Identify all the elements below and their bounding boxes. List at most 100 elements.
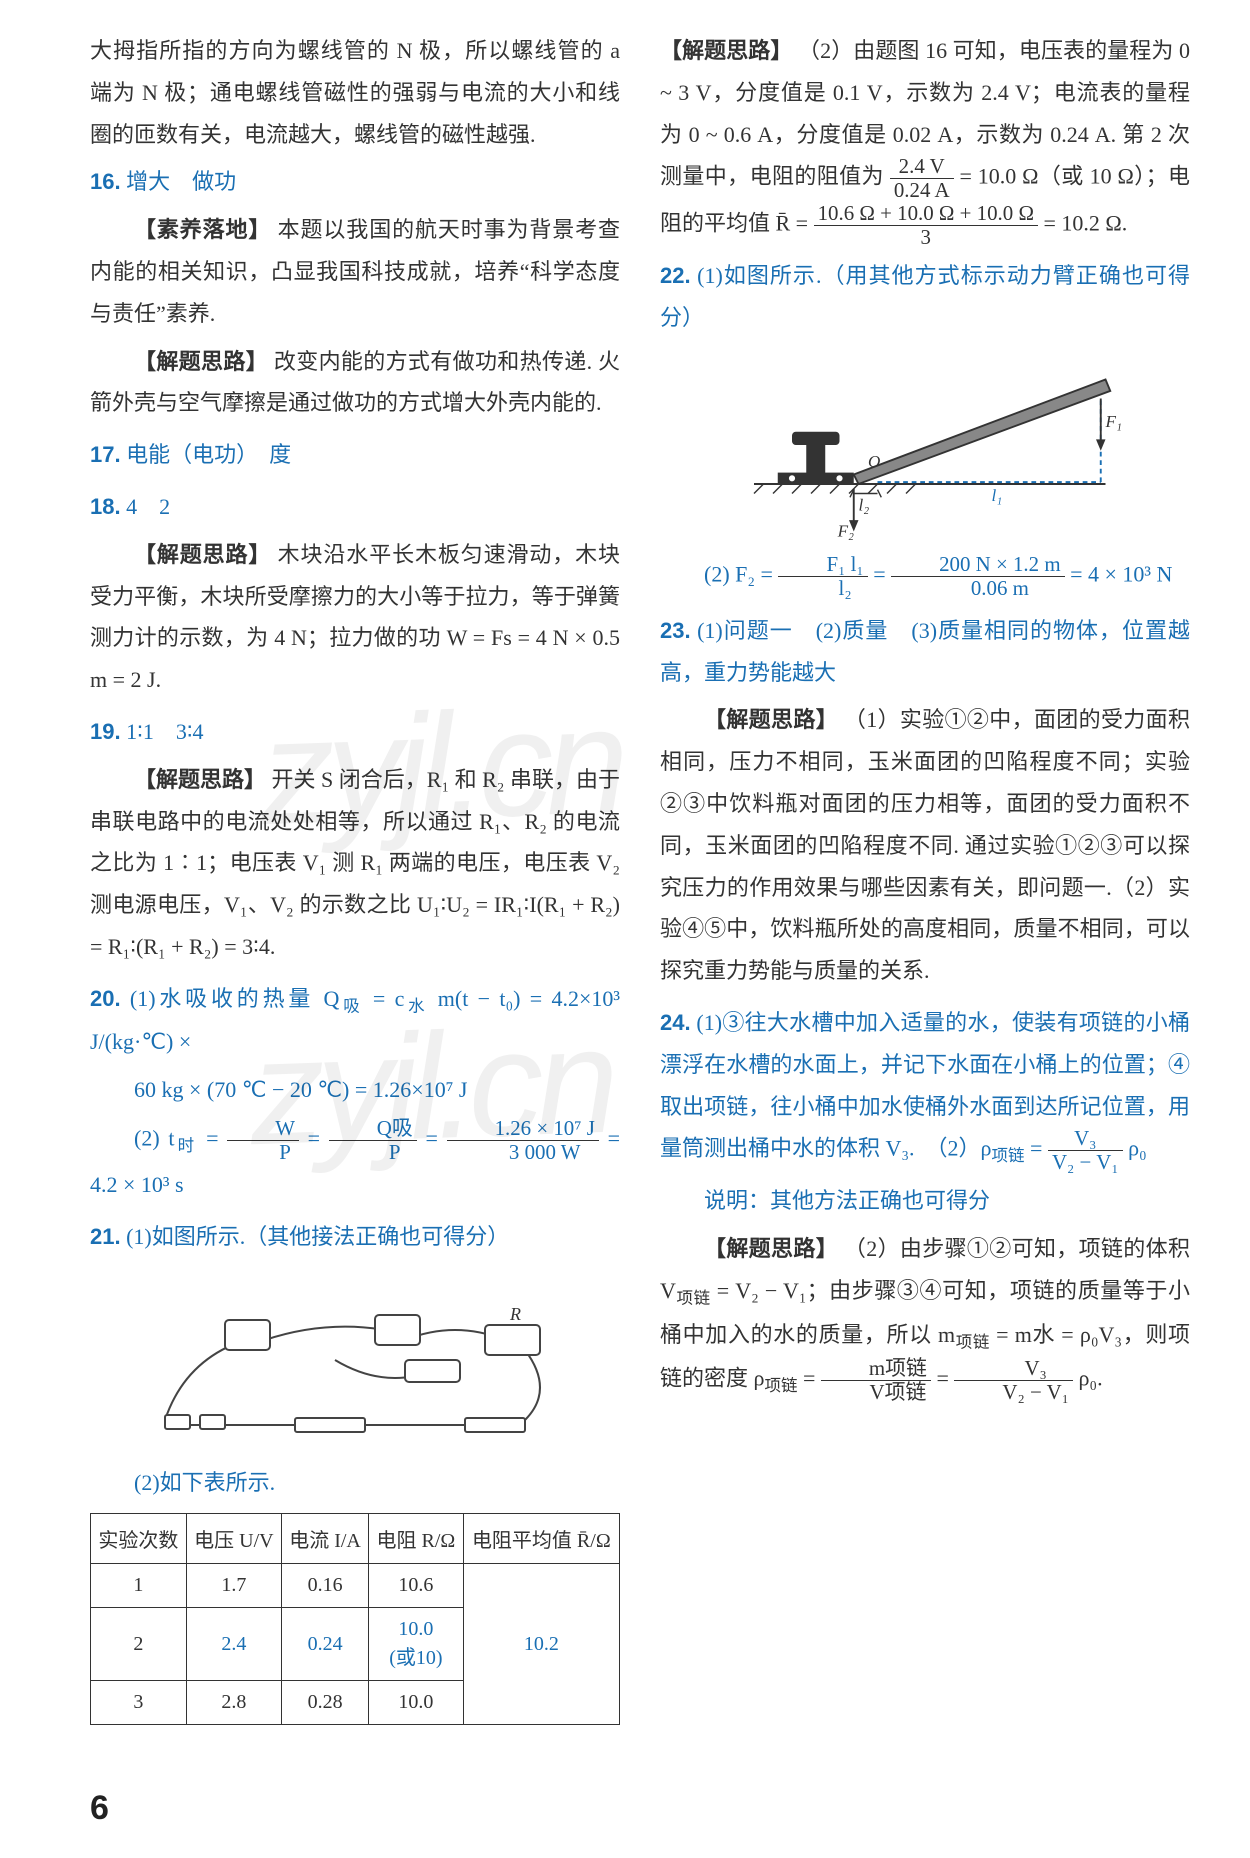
q21-line2: (2)如下表所示. [90, 1462, 620, 1504]
q20-frac1-num: W [227, 1117, 299, 1141]
question-19: 19. 1∶1 3∶4 【解题思路】 开关 S 闭合后，R₁ 和 R₂ 串联，由… [90, 711, 620, 968]
q22-line2-post: = 4 × 10³ N [1070, 561, 1172, 586]
q23-answer: (1)问题一 (2)质量 (3)质量相同的物体，位置越高，重力势能越大 [660, 618, 1190, 685]
table-header-row: 实验次数 电压 U/V 电流 I/A 电阻 R/Ω 电阻平均值 R̄/Ω [91, 1514, 620, 1564]
q21-line1: (1)如图所示.（其他接法正确也可得分） [126, 1224, 509, 1249]
q22-fra-den: l₂ [778, 577, 867, 600]
r-intro-label: 【解题思路】 [660, 38, 792, 63]
q24-label: 【解题思路】 [704, 1236, 838, 1261]
td: 0.24 [281, 1608, 368, 1681]
q19-text: 开关 S 闭合后，R₁ 和 R₂ 串联，由于串联电路中的电流处处相等，所以通过 … [90, 767, 620, 959]
question-18: 18. 4 2 【解题思路】 木块沿水平长木板匀速滑动，木块受力平衡，木块所受摩… [90, 486, 620, 701]
right-column: 【解题思路】 （2）由题图 16 可知，电压表的量程为 0 ~ 3 V，分度值是… [660, 30, 1190, 1735]
td: 1 [91, 1564, 187, 1608]
td: 2.4 [186, 1608, 281, 1681]
td: 2 [91, 1608, 187, 1681]
q20-frac3-num: 1.26 × 10⁷ J [447, 1117, 599, 1141]
q17-number: 17. [90, 442, 121, 467]
q22-frb-num: 200 N × 1.2 m [891, 553, 1064, 577]
frac1-num: 2.4 V [890, 155, 954, 179]
question-21: 21. (1)如图所示.（其他接法正确也可得分） [90, 1216, 620, 1726]
q18-number: 18. [90, 494, 121, 519]
q24-fr-num: V₃ [1048, 1127, 1123, 1151]
question-17: 17. 电能（电功） 度 [90, 434, 620, 476]
q24-fr3-den: V₂ − V₁ [954, 1381, 1073, 1404]
question-23: 23. (1)问题一 (2)质量 (3)质量相同的物体，位置越高，重力势能越大 … [660, 610, 1190, 992]
q24-fr3-num: V₃ [954, 1357, 1073, 1381]
question-22: 22. (1)如图所示.（用其他方式标示动力臂正确也可得分） [660, 255, 1190, 600]
svg-text:F₂: F₂ [837, 521, 854, 540]
q17-answer: 电能（电功） 度 [126, 442, 291, 467]
frac1-den: 0.24 A [890, 179, 954, 202]
svg-text:R: R [509, 1304, 521, 1324]
q23-text: （1）实验①②中，面团的受力面积相同，压力不相同，玉米面团的凹陷程度不同；实验②… [660, 707, 1190, 983]
svg-text:F₁: F₁ [1105, 412, 1122, 431]
q19-answer: 1∶1 3∶4 [126, 719, 203, 744]
q22-frb-den: 0.06 m [891, 577, 1064, 600]
q24-number: 24. [660, 1010, 691, 1035]
q24-fr-den: V₂ − V₁ [1048, 1151, 1123, 1174]
q20-frac1-den: P [227, 1141, 299, 1164]
q20-line2: 60 kg × (70 ℃ − 20 ℃) = 1.26×10⁷ J [90, 1069, 620, 1111]
q18-label: 【解题思路】 [134, 542, 271, 567]
td: 0.28 [281, 1681, 368, 1725]
th-4: 电阻平均值 R̄/Ω [463, 1514, 619, 1564]
q24-note: 说明：其他方法正确也可得分 [660, 1180, 1190, 1222]
svg-text:l₂: l₂ [859, 496, 870, 515]
q23-label: 【解题思路】 [704, 707, 838, 732]
q20-line3-pre: (2) t [134, 1126, 174, 1151]
q22-fra-num: F₁ l₁ [778, 553, 867, 577]
q22-number: 22. [660, 263, 691, 288]
question-16: 16. 增大 做功 【素养落地】 本题以我国的航天时事为背景考查内能的相关知识，… [90, 161, 620, 424]
left-column: 大拇指所指的方向为螺线管的 N 极，所以螺线管的 a 端为 N 极；通电螺线管磁… [90, 30, 620, 1735]
th-3: 电阻 R/Ω [369, 1514, 464, 1564]
frac2-num: 10.6 Ω + 10.0 Ω + 10.0 Ω [814, 202, 1038, 226]
th-0: 实验次数 [91, 1514, 187, 1564]
intro-paragraph: 大拇指所指的方向为螺线管的 N 极，所以螺线管的 a 端为 N 极；通电螺线管磁… [90, 30, 620, 155]
q24-fr2-den: V项链 [821, 1381, 931, 1404]
svg-text:O: O [868, 452, 880, 471]
q20-frac3-den: 3 000 W [447, 1141, 599, 1164]
q19-label: 【解题思路】 [134, 767, 266, 792]
q18-answer: 4 2 [126, 494, 170, 519]
page-number: 6 [90, 1789, 109, 1828]
td: 10.0 [369, 1681, 464, 1725]
q20-line1a: (1)水吸收的热量 Q [130, 986, 340, 1011]
q20-line1b: = c [373, 986, 404, 1011]
q22-lever-diagram: O F₁ l₁ F₂ l₂ [660, 351, 1190, 541]
td: 2.8 [186, 1681, 281, 1725]
q20-frac2-num: Q吸 [329, 1117, 417, 1141]
q24-box-d: = [803, 1366, 821, 1391]
r-intro-c: = 10.2 Ω. [1043, 211, 1127, 236]
q22-line2-pre: (2) F₂ = [704, 561, 778, 586]
q24-fr2-num: m项链 [821, 1357, 931, 1381]
td: 10.0 (或10) [369, 1608, 464, 1681]
q20-frac2-den: P [329, 1141, 417, 1164]
q16-label2: 【解题思路】 [134, 349, 268, 374]
q16-number: 16. [90, 169, 121, 194]
q22-line1: (1)如图所示.（用其他方式标示动力臂正确也可得分） [660, 263, 1190, 330]
td: 10.6 [369, 1564, 464, 1608]
td: 3 [91, 1681, 187, 1725]
svg-text:l₁: l₁ [992, 486, 1003, 505]
q24-box-e: ρ₀. [1078, 1366, 1102, 1391]
td: 1.7 [186, 1564, 281, 1608]
q21-number: 21. [90, 1224, 121, 1249]
q24-ans-b: = [1030, 1136, 1048, 1161]
question-24: 24. (1)③往大水槽中加入适量的水，使装有项链的小桶漂浮在水槽的水面上，并记… [660, 1002, 1190, 1404]
q23-number: 23. [660, 618, 691, 643]
frac2-den: 3 [814, 226, 1038, 249]
q21-table: 实验次数 电压 U/V 电流 I/A 电阻 R/Ω 电阻平均值 R̄/Ω 1 1… [90, 1513, 620, 1725]
table-row: 1 1.7 0.16 10.6 10.2 [91, 1564, 620, 1608]
page-columns: 大拇指所指的方向为螺线管的 N 极，所以螺线管的 a 端为 N 极；通电螺线管磁… [90, 30, 1190, 1735]
q24-ans-c: ρ₀ [1128, 1136, 1147, 1161]
td: 0.16 [281, 1564, 368, 1608]
th-2: 电流 I/A [281, 1514, 368, 1564]
q16-label1: 【素养落地】 [134, 217, 271, 242]
q19-number: 19. [90, 719, 121, 744]
question-20: 20. (1)水吸收的热量 Q吸 = c水 m(t − t₀) = 4.2×10… [90, 978, 620, 1206]
q21-circuit-diagram: R [90, 1270, 620, 1450]
q16-answer: 增大 做功 [126, 169, 236, 194]
th-1: 电压 U/V [186, 1514, 281, 1564]
td-avg: 10.2 [463, 1564, 619, 1725]
